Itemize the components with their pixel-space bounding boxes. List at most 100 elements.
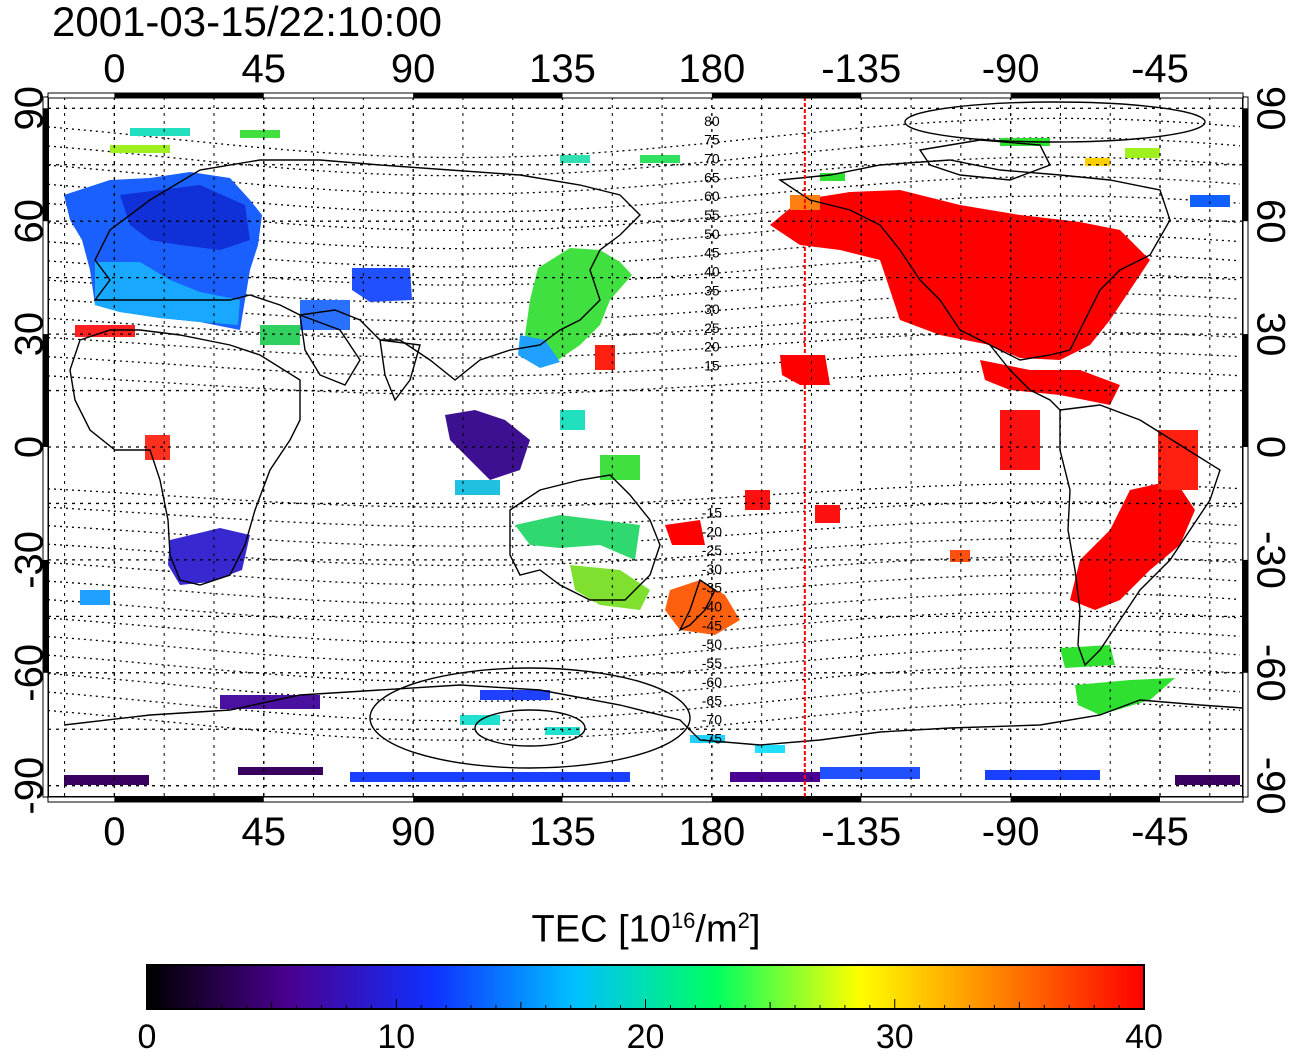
colorbar-title-exp2: 2	[737, 908, 750, 933]
colorbar-tick-label: 10	[377, 1018, 416, 1056]
magnetic-lat-label: 80	[704, 113, 720, 129]
frame-bar-segment	[711, 93, 862, 98]
lat-label: -60	[1248, 644, 1292, 702]
lon-label: 180	[679, 810, 746, 854]
coast-central-america	[989, 344, 1061, 411]
magnetic-latitude-labels: 80 75 70 65 60 55 50 45 40 35 30 25 20 15 -15 -20 -25 -30…	[702, 113, 722, 746]
magnetic-lat-label: -65	[702, 693, 722, 709]
magnetic-latitude-line	[48, 701, 1241, 741]
tec-patch	[1000, 410, 1040, 470]
magnetic-lat-label: -60	[702, 674, 722, 690]
colorbar-title-text: TEC [10	[531, 908, 671, 951]
magnetic-pole-ring-inner	[474, 709, 586, 747]
tec-patch	[745, 490, 770, 510]
lon-label: 45	[242, 810, 287, 854]
magnetic-lat-label: 40	[704, 263, 720, 279]
magnetic-latitude-line	[48, 646, 1241, 683]
magnetic-lat-label: 15	[704, 358, 720, 374]
coast-arabia	[299, 313, 361, 386]
tec-patch	[820, 173, 845, 181]
magnetic-lat-label: -30	[702, 561, 722, 577]
lon-label: -45	[1131, 47, 1189, 91]
lon-label: 180	[679, 47, 746, 91]
magnetic-lat-label: 75	[704, 132, 720, 148]
frame-bar-segment	[1243, 334, 1248, 447]
tec-band-antarctic-5	[820, 767, 920, 779]
magnetic-latitude-line	[48, 311, 1241, 341]
top-longitude-labels: 0 45 90 135 180 -135 -90 -45	[103, 47, 1189, 91]
magnetic-lat-label: 35	[704, 282, 720, 298]
coastlines	[63, 101, 1243, 769]
colorbar-title-exp1: 16	[670, 908, 696, 933]
lat-label: 0	[8, 436, 52, 458]
magnetic-latitude-line	[48, 483, 1241, 508]
tec-blob-australia	[515, 515, 640, 560]
tec-patch	[1125, 148, 1160, 158]
magnetic-lat-label: 45	[704, 245, 720, 261]
magnetic-lat-label: 60	[704, 188, 720, 204]
magnetic-latitude-line	[48, 628, 1241, 664]
frame-bar-segment	[1243, 559, 1248, 673]
tec-patch	[80, 590, 110, 605]
lon-label: -90	[982, 810, 1040, 854]
magnetic-lat-label: -55	[702, 655, 722, 671]
lon-label: 45	[242, 47, 287, 91]
tec-band-antarctic-2	[238, 767, 323, 775]
tec-blob-east-asia	[525, 248, 632, 360]
frame-bar-segment	[1010, 797, 1161, 802]
frame-bar-segment	[43, 334, 48, 447]
tec-band-antarctic-4	[730, 772, 820, 782]
magnetic-latitude-line	[48, 537, 1241, 567]
frame-bar-segment	[1243, 108, 1248, 222]
magnetic-lat-label: 55	[704, 207, 720, 223]
tec-patch	[145, 435, 170, 460]
magnetic-latitude-line	[48, 156, 1241, 195]
magnetic-latitude-line	[48, 665, 1241, 703]
magnetic-latitude-line	[48, 137, 1241, 177]
tec-blob-s-america-tip	[1060, 645, 1115, 668]
tec-patch	[260, 325, 300, 345]
frame-bar-segment	[413, 93, 563, 98]
coast-australia	[509, 474, 661, 601]
tec-patch	[595, 345, 615, 370]
lon-label: 0	[103, 47, 125, 91]
tec-band-antarctic-1	[64, 775, 149, 785]
frame-bar-segment	[711, 797, 862, 802]
lon-label: -90	[982, 47, 1040, 91]
magnetic-lat-label: -35	[702, 580, 722, 596]
tec-blob-se-australia	[570, 565, 650, 610]
timestamp: 2001-03-15/22:10:00	[52, 0, 442, 45]
magnetic-lat-label: 65	[704, 169, 720, 185]
magnetic-lat-label: 70	[704, 151, 720, 167]
colorbar-tick-label: 0	[137, 1018, 157, 1056]
frame-bar-segment	[1010, 93, 1161, 98]
tec-patch	[815, 505, 840, 523]
lat-label: 0	[1248, 436, 1292, 458]
tec-blob-east-asia-south	[518, 335, 560, 368]
magnetic-latitude-line	[48, 592, 1241, 625]
magnetic-latitude-line	[48, 292, 1241, 323]
magnetic-lat-label: 30	[704, 301, 720, 317]
lat-label: -90	[8, 757, 52, 815]
lon-label: -135	[821, 47, 901, 91]
frame-bar-segment	[114, 93, 264, 98]
magnetic-latitude-line	[48, 273, 1241, 304]
tec-patch	[455, 480, 500, 495]
tec-patch	[130, 128, 190, 136]
colorbar-tick-label: 20	[626, 1018, 665, 1056]
frame-bar-segment	[114, 797, 264, 802]
bottom-longitude-labels: 0 45 90 135 180 -135 -90 -45	[103, 810, 1189, 854]
magnetic-latitude-line	[48, 501, 1241, 528]
colorbar-tick-label: 40	[1125, 1018, 1163, 1056]
tec-band-antarctic-7	[1175, 775, 1240, 785]
magnetic-lat-label: -25	[702, 542, 722, 558]
tec-patch	[560, 410, 585, 430]
tec-patch	[755, 745, 785, 753]
tec-blob-europe-south	[95, 262, 240, 325]
frame-bar	[47, 796, 1244, 803]
lat-label: -60	[8, 644, 52, 702]
magnetic-lat-label: 20	[704, 339, 720, 355]
lon-label: 0	[103, 810, 125, 854]
magnetic-lat-label: -15	[702, 504, 722, 520]
magnetic-lat-label: -50	[702, 636, 722, 652]
